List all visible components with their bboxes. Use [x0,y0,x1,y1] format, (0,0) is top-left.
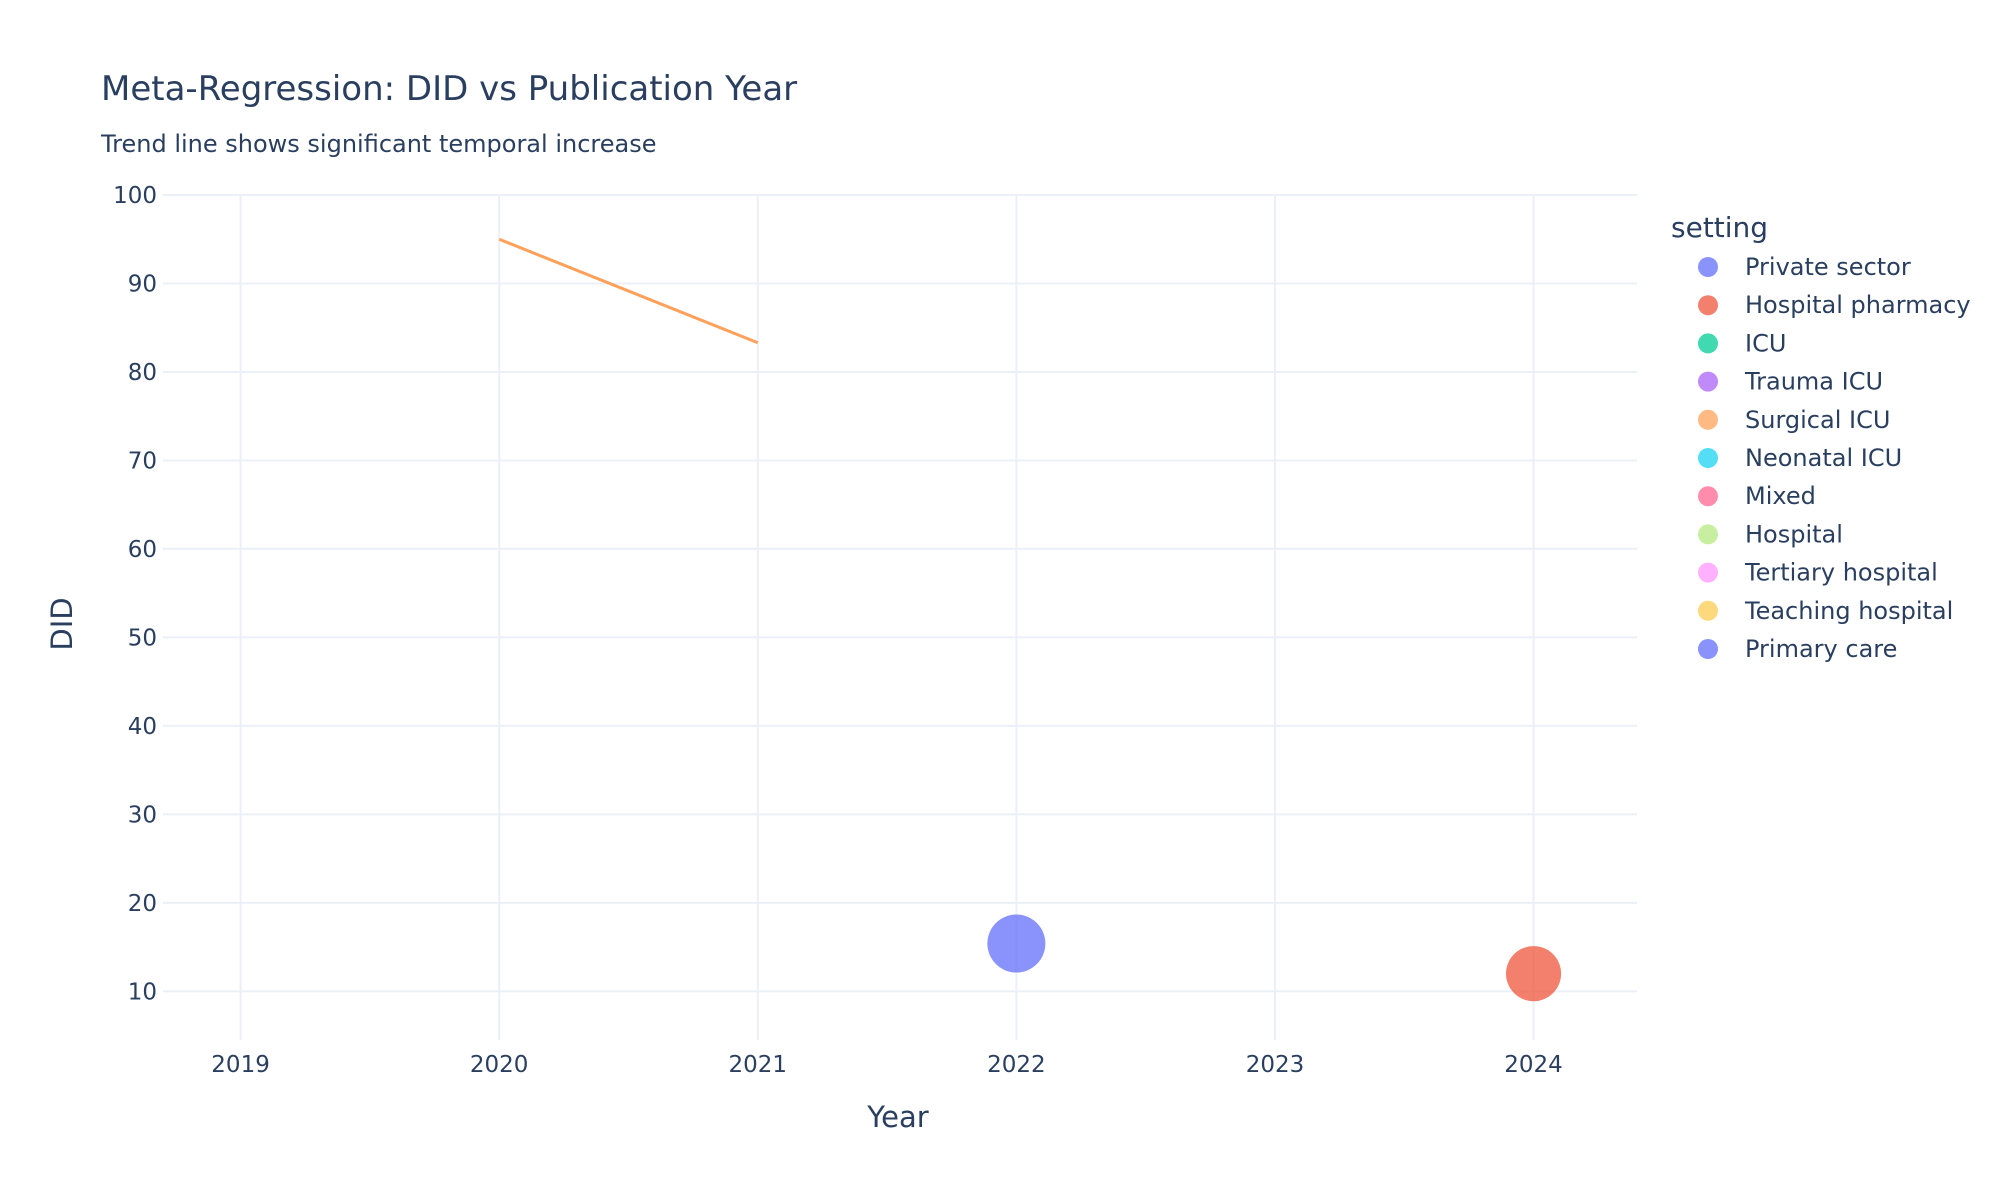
y-axis-title: DID [45,597,79,650]
x-tick-label: 2019 [211,1052,270,1078]
legend-marker [1698,257,1718,277]
x-tick-label: 2021 [728,1052,787,1078]
chart-subtitle: Trend line shows significant temporal in… [100,130,656,158]
y-tick-label: 30 [128,802,157,828]
legend-label: Hospital pharmacy [1745,291,1971,319]
trend-line [498,237,759,345]
legend-marker [1698,295,1718,316]
legend: setting Private sector Hospital pharmacy I… [1671,211,1971,663]
y-tick-label: 60 [128,537,157,563]
legend-item[interactable]: Hospital pharmacy [1698,291,1971,319]
y-tick-label: 50 [128,625,157,651]
legend-item[interactable]: ICU [1698,329,1786,357]
legend-marker [1698,524,1718,545]
legend-item[interactable]: Neonatal ICU [1698,444,1902,472]
legend-item[interactable]: Teaching hospital [1698,597,1953,625]
legend-label: Trauma ICU [1744,368,1883,396]
legend-label: Teaching hospital [1744,597,1953,625]
legend-label: Private sector [1745,253,1911,281]
y-tick-label: 70 [128,448,157,474]
legend-marker [1698,600,1718,621]
legend-marker [1698,448,1718,468]
legend-item[interactable]: Trauma ICU [1698,368,1883,396]
legend-item[interactable]: Private sector [1698,253,1911,281]
legend-marker [1698,371,1718,392]
y-tick-label: 10 [128,979,157,1005]
legend-marker [1698,639,1718,659]
y-tick-label: 100 [113,183,157,209]
legend-title: setting [1671,211,1768,244]
x-tick-label: 2020 [470,1052,529,1078]
legend-marker [1698,486,1718,507]
legend-item[interactable]: Hospital [1698,520,1843,548]
x-tick-label: 2022 [987,1052,1046,1078]
grid [163,194,1637,1040]
legend-label: Hospital [1745,520,1843,548]
legend-marker [1698,333,1718,354]
data-point[interactable] [987,914,1046,973]
legend-item[interactable]: Mixed [1698,482,1816,510]
y-tick-label: 90 [128,271,157,297]
legend-item[interactable]: Surgical ICU [1698,406,1890,434]
x-axis-title: Year [866,1100,928,1134]
data-point[interactable] [1506,946,1562,1002]
legend-item[interactable]: Tertiary hospital [1698,559,1938,587]
y-tick-label: 20 [128,891,157,917]
x-tick-label: 2023 [1246,1052,1305,1078]
legend-label: ICU [1745,329,1786,357]
data-points [987,914,1562,1002]
legend-label: Surgical ICU [1745,406,1890,434]
x-axis-ticks: 2019 2020 2021 2022 2023 2024 [211,1052,1563,1078]
y-tick-label: 80 [128,360,157,386]
legend-label: Tertiary hospital [1744,559,1938,587]
legend-item[interactable]: Primary care [1698,635,1897,663]
y-tick-label: 40 [128,714,157,740]
x-tick-label: 2024 [1504,1052,1563,1078]
legend-label: Primary care [1745,635,1897,663]
chart-title: Meta-Regression: DID vs Publication Year [101,69,797,109]
legend-marker [1698,562,1718,583]
y-axis-ticks: 10 20 30 40 50 60 70 80 90 100 [113,183,157,1005]
legend-label: Neonatal ICU [1745,444,1902,472]
legend-label: Mixed [1745,482,1816,510]
trend-line-layer [498,237,759,345]
legend-marker [1698,409,1718,430]
